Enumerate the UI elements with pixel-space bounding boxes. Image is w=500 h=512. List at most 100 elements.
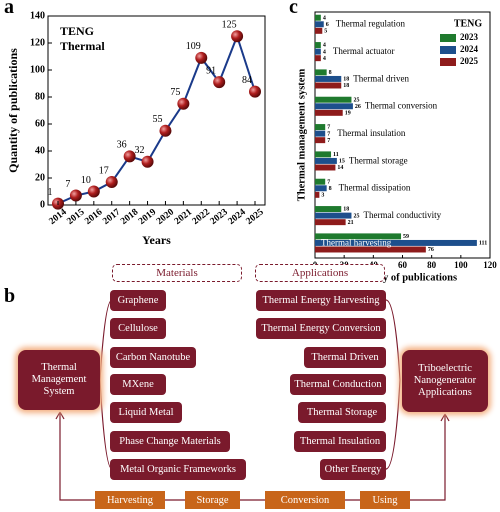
data-label: 8 xyxy=(329,186,332,192)
data-label: 4 xyxy=(323,43,326,49)
bar xyxy=(315,178,326,185)
flow-step: Storage xyxy=(185,491,240,509)
data-label: 109 xyxy=(186,41,201,52)
application-box: Thermal Energy Conversion xyxy=(256,318,386,339)
data-label: 84 xyxy=(242,75,252,86)
x-tick-label: 2023 xyxy=(209,207,230,227)
material-box: MXene xyxy=(110,374,166,395)
application-node: Triboelectric Nanogenerator Applications xyxy=(402,350,488,412)
legend-label: 2024 xyxy=(460,44,479,54)
bar xyxy=(315,96,352,103)
flow-step: Using xyxy=(360,491,410,509)
bar xyxy=(315,137,326,144)
y-tick-label: 80 xyxy=(35,91,45,102)
category-label: Thermal dissipation xyxy=(339,183,411,193)
data-label: 91 xyxy=(206,65,216,76)
data-label: 111 xyxy=(479,241,487,247)
x-tick-label: 2025 xyxy=(245,207,266,227)
bar xyxy=(315,109,343,116)
material-box: Liquid Metal xyxy=(110,402,182,423)
x-tick-label: 2022 xyxy=(191,207,212,227)
data-label: 1 xyxy=(48,187,53,198)
material-box: Carbon Nanotube xyxy=(110,347,196,368)
y-tick-label: 60 xyxy=(35,118,45,129)
data-label: 25 xyxy=(353,97,359,103)
data-label: 19 xyxy=(345,111,351,117)
application-box: Other Energy xyxy=(320,459,386,480)
connector xyxy=(385,379,401,470)
data-label: 7 xyxy=(327,138,330,144)
y-tick-label: 140 xyxy=(30,10,45,21)
data-label: 7 xyxy=(65,179,70,190)
x-tick-label: 2019 xyxy=(137,207,158,227)
data-label: 11 xyxy=(333,152,339,158)
bar xyxy=(315,130,326,137)
connector xyxy=(99,299,113,381)
material-box: Metal Organic Frameworks xyxy=(110,459,246,480)
flow-line xyxy=(410,413,450,501)
data-label: 18 xyxy=(343,83,349,89)
panel-label: c xyxy=(289,0,298,18)
material-box: Cellulose xyxy=(110,318,166,339)
application-box: Thermal Storage xyxy=(298,402,386,423)
x-tick-label: 60 xyxy=(398,260,408,270)
x-tick-label: 2015 xyxy=(65,207,86,227)
data-label: 25 xyxy=(353,213,359,219)
application-box: Thermal Energy Harvesting xyxy=(256,290,386,311)
data-label: 3 xyxy=(321,193,324,199)
x-tick-label: 100 xyxy=(454,260,468,270)
data-label: 18 xyxy=(343,77,349,83)
x-tick-label: 2024 xyxy=(227,207,248,227)
marker xyxy=(231,30,244,43)
bar xyxy=(315,124,326,131)
flow-line xyxy=(55,411,95,501)
y-tick-label: 120 xyxy=(30,37,45,48)
data-label: 4 xyxy=(323,15,326,21)
bar xyxy=(315,164,336,171)
data-label: 15 xyxy=(339,159,345,165)
data-label: 4 xyxy=(323,49,326,55)
data-label: 17 xyxy=(99,165,109,176)
bar xyxy=(315,14,321,21)
bar xyxy=(315,27,323,34)
annotation: TENG xyxy=(60,24,94,38)
panel-label: a xyxy=(4,0,14,18)
bar xyxy=(315,75,342,82)
legend-swatch xyxy=(440,34,456,42)
category-label: Thermal conversion xyxy=(365,101,438,111)
bar xyxy=(315,21,324,28)
data-label: 7 xyxy=(327,179,330,185)
data-label: 10 xyxy=(81,175,91,186)
marker xyxy=(141,155,154,168)
bar xyxy=(315,233,402,240)
section-header: Applications xyxy=(255,264,385,282)
flow-step: Conversion xyxy=(265,491,345,509)
bar xyxy=(315,151,332,158)
y-tick-label: 20 xyxy=(35,172,45,183)
data-label: 18 xyxy=(343,207,349,213)
marker xyxy=(249,85,261,98)
plot-frame xyxy=(47,15,266,206)
bar xyxy=(315,82,342,89)
data-label: 4 xyxy=(323,56,326,62)
legend-swatch xyxy=(440,58,456,66)
y-tick-label: 0 xyxy=(40,199,45,210)
bar xyxy=(315,239,477,246)
marker xyxy=(69,189,82,202)
system-node: Thermal Management System xyxy=(18,350,100,410)
data-label: 5 xyxy=(324,29,327,35)
x-tick-label: 2017 xyxy=(101,207,122,227)
bar xyxy=(315,103,353,110)
x-tick-label: 2018 xyxy=(119,207,140,227)
legend-swatch xyxy=(440,46,456,54)
x-axis-label: Years xyxy=(142,233,171,247)
marker xyxy=(123,150,136,163)
x-tick-label: 120 xyxy=(483,260,497,270)
marker xyxy=(195,51,208,64)
legend-title: TENG xyxy=(454,18,483,29)
category-label: Thermal storage xyxy=(349,155,408,165)
category-label: Thermal regulation xyxy=(336,19,406,29)
bar xyxy=(315,246,426,253)
